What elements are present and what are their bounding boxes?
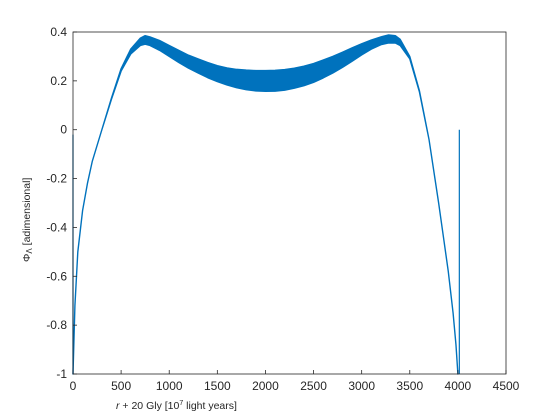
y-tick-label: 0 (60, 123, 67, 137)
x-tick-label: 3500 (396, 379, 423, 393)
x-tick-label: 500 (111, 379, 131, 393)
plot-area-frame (72, 31, 507, 375)
y-axis-ticks: -1 -0.8 -0.6 -0.4 -0.2 0 0.2 0.4 (46, 25, 77, 381)
x-tick-label: 0 (70, 379, 77, 393)
x-tick-label: 1500 (204, 379, 231, 393)
x-tick-label: 2000 (252, 379, 279, 393)
x-tick-label: 1000 (156, 379, 183, 393)
y-tick-label: 0.4 (50, 25, 67, 39)
x-tick-label: 3000 (348, 379, 375, 393)
y-tick-label: 0.2 (50, 74, 67, 88)
x-tick-label: 4500 (493, 379, 520, 393)
x-tick-label: 2500 (300, 379, 327, 393)
x-axis-label: r + 20 Gly [107 light years] (116, 400, 237, 412)
y-tick-label: -0.2 (46, 172, 67, 186)
x-axis-ticks: 0 500 1000 1500 2000 2500 3000 3500 4000 4500 (70, 370, 520, 393)
y-tick-label: -0.6 (46, 269, 67, 283)
y-tick-label: -0.8 (46, 318, 67, 332)
y-tick-label: -1 (56, 367, 67, 381)
y-tick-label: -0.4 (46, 220, 67, 234)
y-axis-label: ΦΛ [adimensional] (21, 178, 34, 262)
x-tick-label: 4000 (445, 379, 472, 393)
